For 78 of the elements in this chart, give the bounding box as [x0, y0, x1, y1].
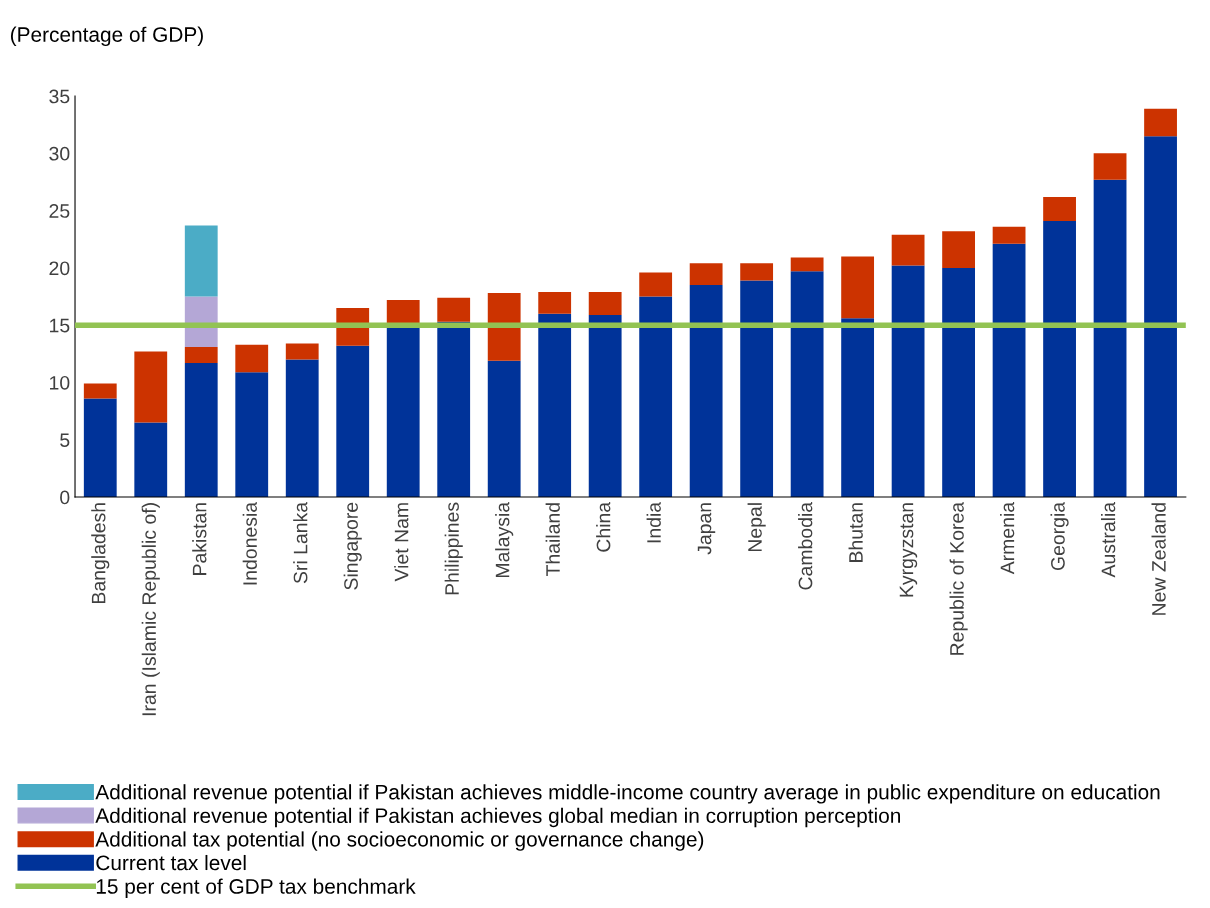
bar: [689, 263, 723, 286]
bar: [336, 345, 370, 498]
bar: [386, 326, 420, 498]
x-tick-label: Malaysia: [495, 501, 514, 578]
bar: [689, 285, 723, 498]
bar: [891, 265, 925, 498]
bar: [639, 296, 673, 498]
legend-label: 15 per cent of GDP tax benchmark: [96, 878, 416, 898]
x-tick-label: Nepal: [747, 503, 766, 552]
x-tick-label: India: [646, 501, 661, 543]
legend-label: Additional revenue potential if Pakistan achieves middle-income country average in public expenditure on education: [95, 784, 1160, 804]
x-tick-label: China: [596, 501, 611, 552]
x-tick-label: Kyrgyzstan: [899, 503, 918, 597]
bar: [992, 226, 1026, 244]
x-tick-label: Viet Nam: [394, 503, 409, 582]
bar: [740, 280, 774, 498]
bar: [184, 225, 218, 297]
x-tick-label: Singapore: [343, 502, 362, 590]
bar: [184, 346, 218, 363]
bar: [1093, 153, 1127, 180]
x-tick-label: Australia: [1101, 501, 1116, 578]
bar: [1043, 196, 1076, 221]
bar: [1144, 108, 1177, 137]
y-tick-label: 35: [49, 89, 70, 104]
bar: [437, 297, 471, 322]
bar: [841, 318, 875, 498]
bar: [992, 243, 1026, 498]
x-tick-label: Armenia: [1000, 501, 1015, 575]
bar: [790, 257, 824, 272]
x-tick-label: Republic of Korea: [949, 501, 968, 655]
x-tick-label: Bangladesh: [91, 503, 110, 604]
bar: [83, 398, 117, 498]
bar: [487, 360, 521, 498]
legend-label: Current tax level: [96, 854, 246, 871]
y-tick-label: 30: [49, 146, 70, 161]
bar: [134, 351, 168, 423]
bar: [1043, 220, 1076, 498]
bar: [588, 314, 622, 498]
bar: [740, 263, 774, 281]
bar: [942, 267, 975, 498]
x-tick-label: Japan: [697, 503, 716, 555]
bar: [588, 291, 622, 315]
bar: [891, 234, 925, 266]
bar: [942, 231, 975, 268]
bar: [639, 272, 673, 297]
bar: [285, 359, 319, 498]
chart-title: (Percentage of GDP): [10, 26, 203, 47]
bar: [134, 422, 168, 498]
x-tick-label: Iran (Islamic Republic of): [141, 503, 160, 716]
bar: [487, 293, 521, 361]
x-tick-label: Bhutan: [848, 503, 863, 562]
x-tick-label: Cambodia: [798, 501, 813, 590]
y-tick-label: 0: [60, 490, 70, 505]
y-tick-label: 25: [49, 204, 70, 218]
x-tick-label: Pakistan: [192, 503, 207, 575]
legend-label: Additional tax potential (no socioeconomic or governance change): [95, 831, 704, 851]
bar: [235, 372, 269, 498]
y-tick-label: 5: [60, 433, 70, 447]
bar: [538, 313, 572, 498]
bar: [285, 343, 319, 360]
x-tick-label: Indonesia: [242, 501, 257, 585]
bar: [184, 363, 218, 498]
y-tick-label: 15: [50, 318, 70, 333]
bar: [83, 383, 117, 399]
bar: [841, 256, 875, 319]
legend-label: Additional revenue potential if Pakistan achieves global median in corruption perception: [95, 807, 901, 828]
y-tick-label: 20: [49, 261, 70, 276]
x-tick-label: Philippines: [444, 502, 463, 595]
x-tick-label: Georgia: [1050, 501, 1069, 571]
bar: [790, 271, 824, 498]
x-tick-label: Thailand: [545, 503, 560, 577]
bar: [235, 344, 269, 373]
bar: [1093, 179, 1127, 498]
bar: [1144, 136, 1177, 498]
y-tick-label: 10: [50, 375, 70, 390]
x-tick-label: Sri Lanka: [293, 501, 308, 584]
x-tick-label: New Zealand: [1151, 503, 1166, 615]
bar: [538, 291, 572, 314]
